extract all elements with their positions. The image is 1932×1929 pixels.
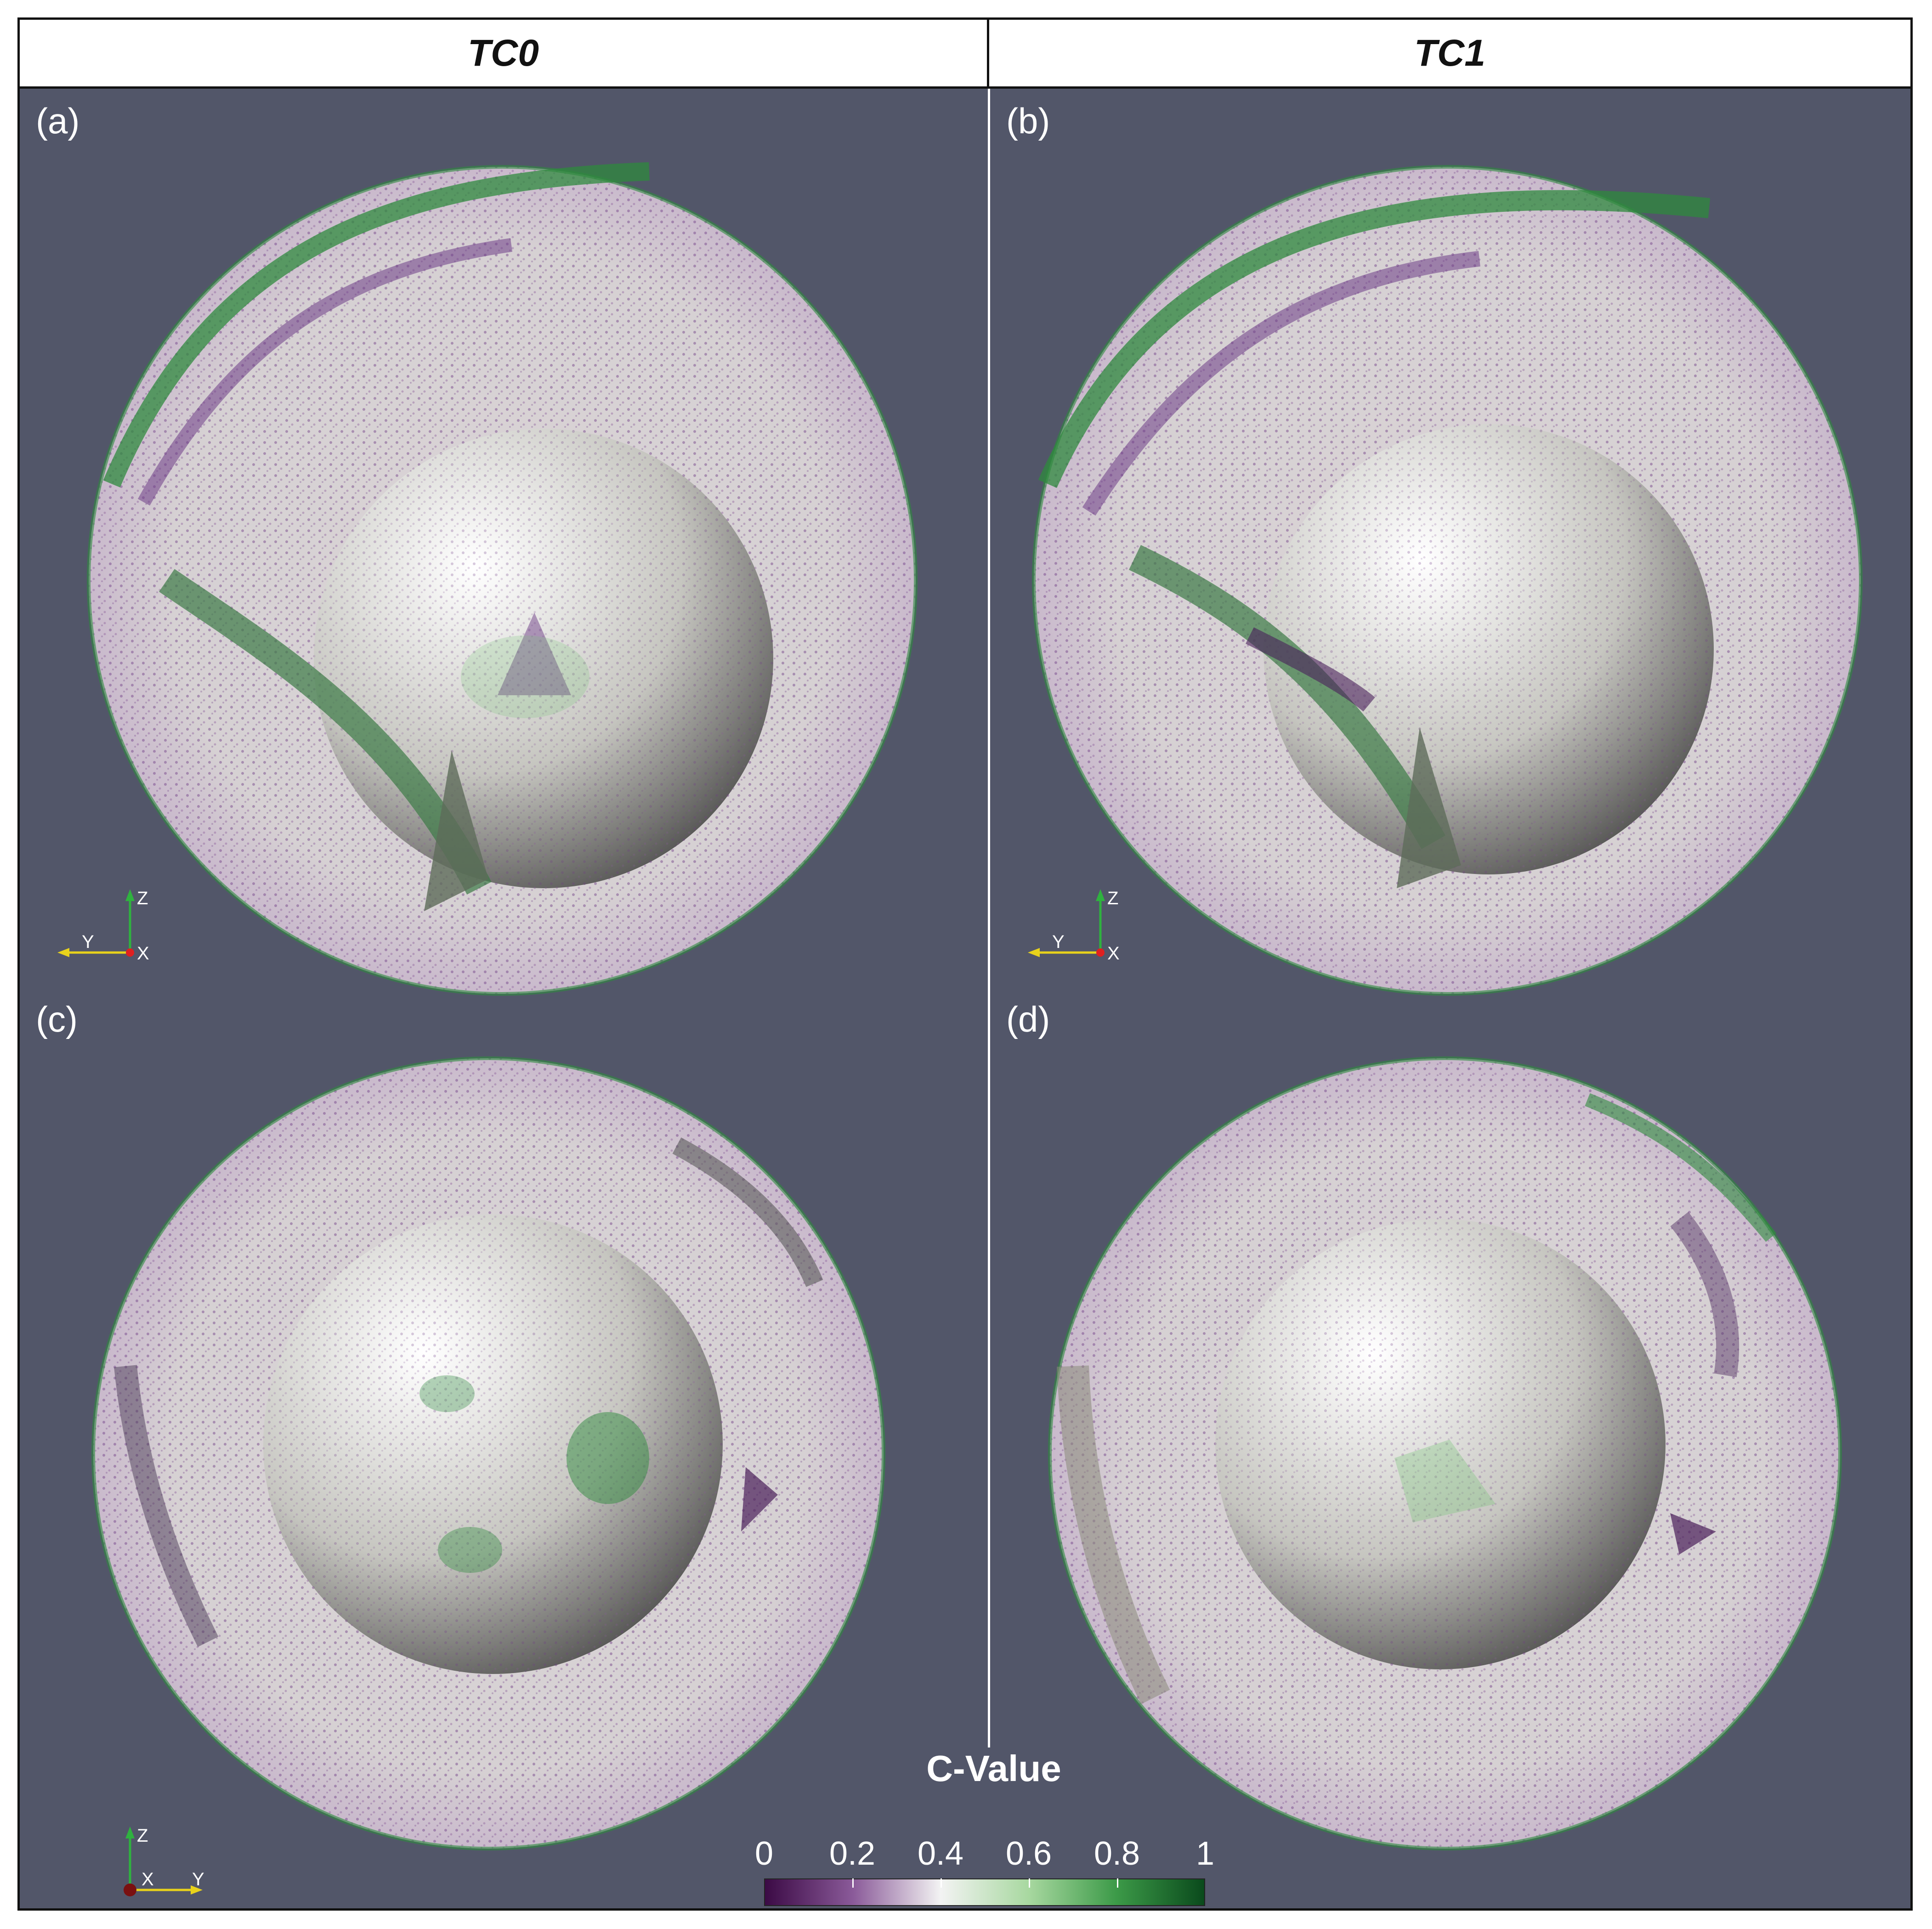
axis-label-z: Z [137, 888, 148, 908]
orientation-axes-c: Z X Y [124, 1826, 204, 1896]
panel-label-c: (c) [36, 999, 78, 1039]
orientation-axes-a: Z Y X [57, 888, 149, 964]
axis-label-y: Y [82, 932, 94, 952]
column-divider [988, 89, 990, 1747]
panel-label-d: (d) [1006, 999, 1050, 1039]
spherical-shell-render-c [91, 1056, 885, 1850]
axis-label-x: X [137, 943, 149, 964]
panel-d: (d) [990, 989, 1911, 1908]
column-title-tc0: TC0 [20, 20, 989, 86]
orientation-axes-b: Z Y X [1028, 888, 1120, 964]
figure-frame: TC0 TC1 (a) [17, 17, 1913, 1911]
colorbar-tick-labels: 0 0.2 0.4 0.6 0.8 1 [755, 1835, 1224, 1872]
spherical-shell-render-d [1048, 1056, 1842, 1850]
axis-label-x: X [1107, 943, 1120, 964]
panel-a: (a) [20, 89, 988, 996]
colorbar-tick: 0.6 [1005, 1835, 1052, 1872]
axis-label-y: Y [192, 1869, 204, 1889]
colorbar-tick: 0 [754, 1835, 774, 1872]
panel-label-b: (b) [1006, 101, 1050, 141]
colorbar-tick: 0.8 [1093, 1835, 1140, 1872]
axis-label-y: Y [1052, 932, 1065, 952]
column-header: TC0 TC1 [20, 20, 1910, 89]
colorbar-gradient [764, 1878, 1205, 1906]
colorbar-tick: 1 [1195, 1835, 1215, 1872]
panel-c: (c) [20, 989, 988, 1908]
panel-label-a: (a) [36, 101, 80, 141]
colorbar: C-Value 0 0.2 0.4 0.6 0.8 1 [755, 1747, 1224, 1913]
axis-label-z: Z [137, 1826, 148, 1846]
spherical-shell-render-a [87, 162, 918, 996]
colorbar-tick: 0.4 [917, 1835, 964, 1872]
column-title-tc1: TC1 [1414, 32, 1485, 74]
panel-b: (b) [990, 89, 1911, 996]
colorbar-title: C-Value [926, 1748, 1061, 1789]
colorbar-tick: 0.2 [829, 1835, 876, 1872]
axis-label-x: X [142, 1869, 154, 1889]
spherical-shell-render-b [1032, 165, 1863, 996]
axis-label-z: Z [1107, 888, 1118, 908]
